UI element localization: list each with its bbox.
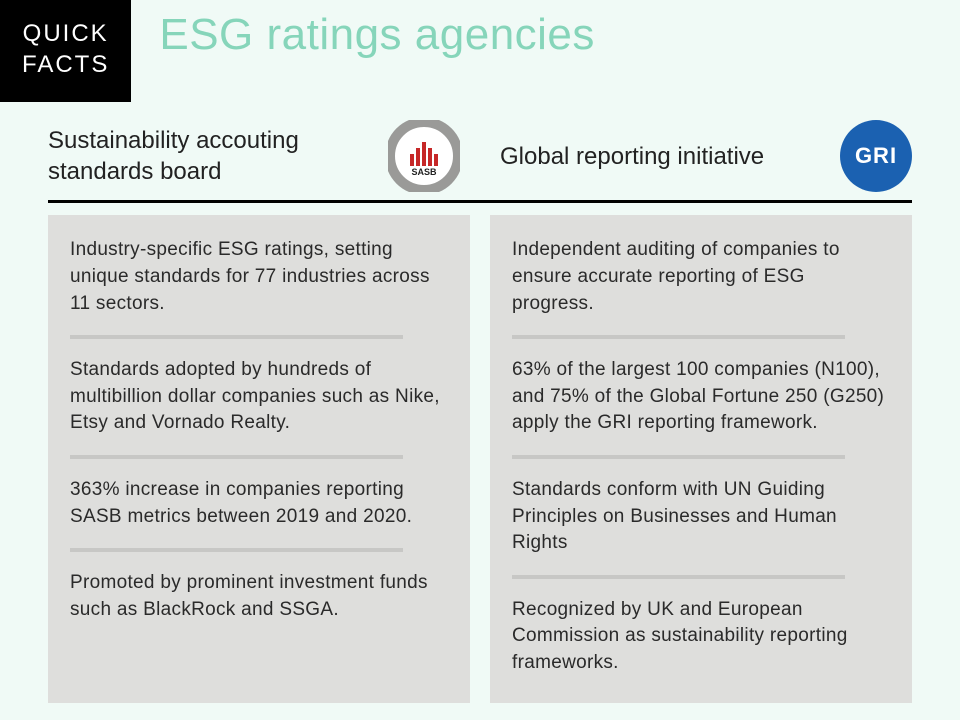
divider xyxy=(512,575,845,579)
right-fact-0: Independent auditing of companies to ens… xyxy=(512,237,890,317)
columns-header: Sustainability accouting standards board… xyxy=(48,120,912,203)
divider xyxy=(70,548,403,552)
badge-line1: QUICK xyxy=(22,18,109,49)
left-fact-0: Industry-specific ESG ratings, setting u… xyxy=(70,237,448,317)
sasb-logo-icon: SASB xyxy=(388,120,460,192)
left-heading: Sustainability accouting standards board xyxy=(48,125,376,187)
badge-line2: FACTS xyxy=(22,49,109,80)
columns-body: Industry-specific ESG ratings, setting u… xyxy=(48,215,912,702)
gri-logo-icon: GRI xyxy=(840,120,912,192)
quick-facts-badge: QUICK FACTS xyxy=(0,0,131,102)
divider xyxy=(70,455,403,459)
divider xyxy=(70,335,403,339)
left-column: Industry-specific ESG ratings, setting u… xyxy=(48,215,470,702)
right-fact-2: Standards conform with UN Guiding Princi… xyxy=(512,477,890,557)
divider xyxy=(512,455,845,459)
gri-logo-text: GRI xyxy=(855,143,897,169)
left-fact-3: Promoted by prominent investment funds s… xyxy=(70,570,448,623)
page-title: ESG ratings agencies xyxy=(159,10,595,61)
left-fact-2: 363% increase in companies reporting SAS… xyxy=(70,477,448,530)
header: QUICK FACTS ESG ratings agencies xyxy=(0,0,960,102)
right-column-header: Global reporting initiative GRI xyxy=(500,120,912,192)
svg-text:SASB: SASB xyxy=(411,167,437,177)
right-fact-3: Recognized by UK and European Commission… xyxy=(512,597,890,677)
right-fact-1: 63% of the largest 100 companies (N100),… xyxy=(512,357,890,437)
divider xyxy=(512,335,845,339)
right-column: Independent auditing of companies to ens… xyxy=(490,215,912,702)
left-fact-1: Standards adopted by hundreds of multibi… xyxy=(70,357,448,437)
right-heading: Global reporting initiative xyxy=(500,141,764,172)
left-column-header: Sustainability accouting standards board… xyxy=(48,120,460,192)
